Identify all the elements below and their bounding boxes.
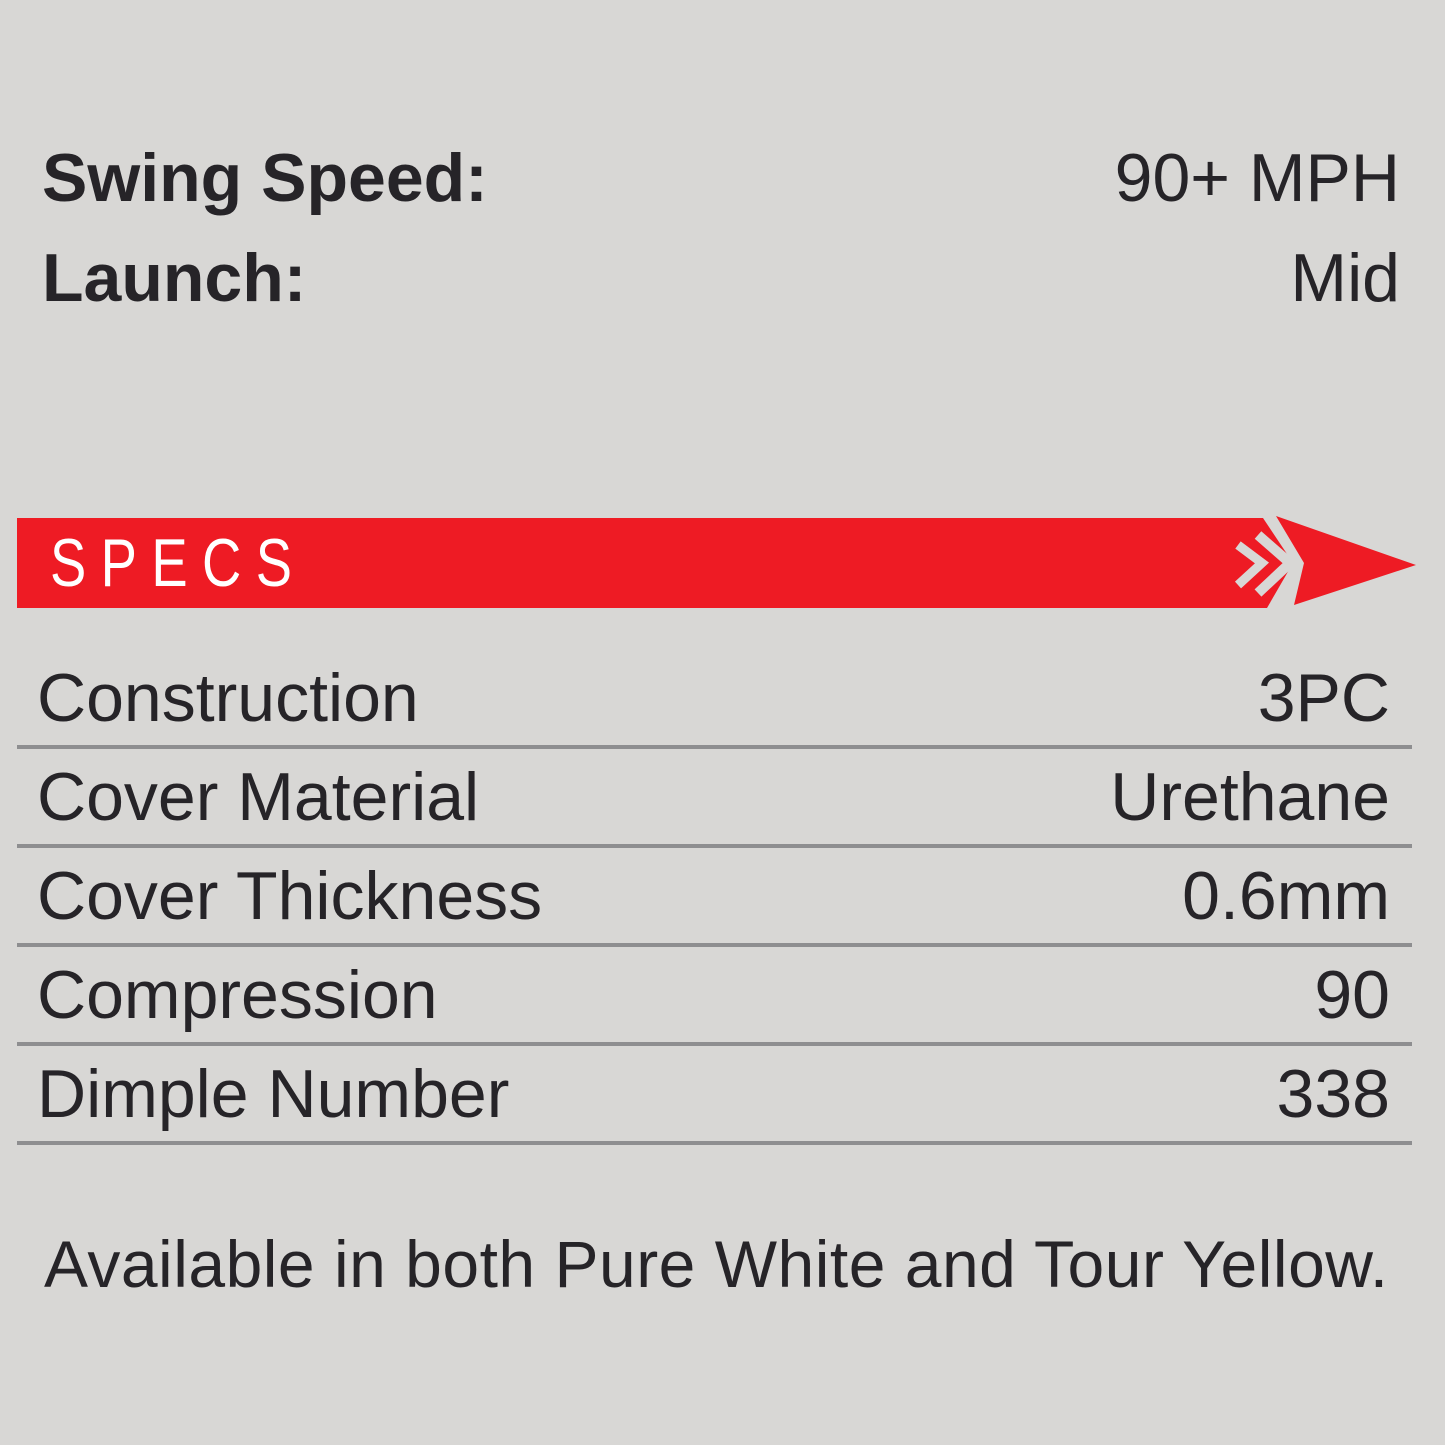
performance-summary: Swing Speed: 90+ MPH Launch: Mid — [42, 128, 1400, 328]
cover-material-value: Urethane — [1110, 758, 1390, 835]
performance-row: Swing Speed: 90+ MPH — [42, 128, 1400, 228]
performance-row: Launch: Mid — [42, 228, 1400, 328]
compression-value: 90 — [1314, 956, 1390, 1033]
table-row-cover-thickness: Cover Thickness 0.6mm — [17, 848, 1412, 947]
launch-value: Mid — [1290, 240, 1400, 316]
cover-thickness-value: 0.6mm — [1182, 857, 1390, 934]
chevron-small-icon — [1234, 541, 1270, 589]
chevron-large-icon — [1254, 531, 1298, 597]
availability-note: Available in both Pure White and Tour Ye… — [44, 1227, 1389, 1301]
banner-bar — [17, 518, 1293, 608]
cover-thickness-label: Cover Thickness — [37, 857, 543, 934]
compression-label: Compression — [37, 956, 438, 1033]
dimple-number-value: 338 — [1276, 1055, 1390, 1132]
table-row-dimple-number: Dimple Number 338 — [17, 1046, 1412, 1145]
construction-value: 3PC — [1257, 659, 1390, 736]
swing-speed-value: 90+ MPH — [1114, 140, 1400, 216]
construction-label: Construction — [37, 659, 419, 736]
launch-label: Launch: — [42, 240, 307, 316]
swing-speed-label: Swing Speed: — [42, 140, 488, 216]
specs-banner-title: SPECS — [50, 525, 307, 601]
specs-table: Construction 3PC Cover Material Urethane… — [17, 650, 1412, 1145]
fast-forward-arrow-icon — [1276, 516, 1416, 605]
table-row-cover-material: Cover Material Urethane — [17, 749, 1412, 848]
dimple-number-label: Dimple Number — [37, 1055, 510, 1132]
table-row-compression: Compression 90 — [17, 947, 1412, 1046]
table-row-construction: Construction 3PC — [17, 650, 1412, 749]
cover-material-label: Cover Material — [37, 758, 480, 835]
specs-banner — [17, 516, 1416, 608]
